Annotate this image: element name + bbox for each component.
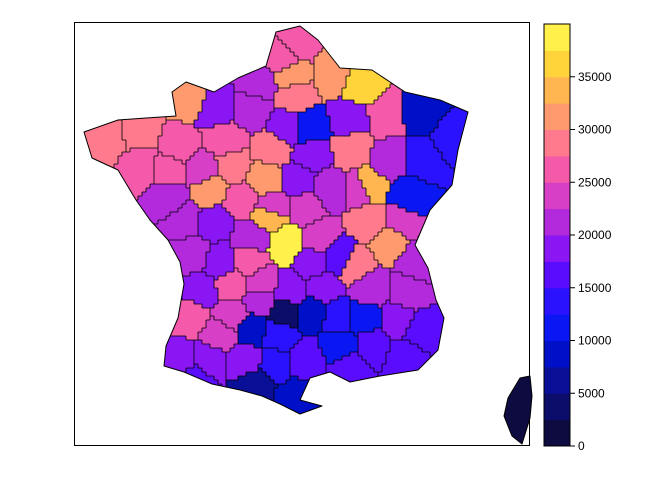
region-eure xyxy=(234,92,274,136)
region-somme xyxy=(274,60,314,88)
region-yonne xyxy=(282,160,318,196)
region-vosges xyxy=(370,136,406,184)
legend-bin-6 xyxy=(544,261,570,289)
region-allier xyxy=(302,216,346,252)
region-ain xyxy=(366,228,410,268)
region-haute-garonne xyxy=(226,344,262,380)
mainland-outline xyxy=(83,25,469,415)
region-saone-et-loire xyxy=(342,204,386,244)
region-ardeche xyxy=(322,296,350,332)
legend-bin-13 xyxy=(544,76,570,104)
region-correze xyxy=(246,264,278,292)
legend-bin-9 xyxy=(544,182,570,210)
legend-bin-2 xyxy=(544,366,570,394)
legend-bin-12 xyxy=(544,103,570,130)
region-tarn xyxy=(238,312,266,348)
region-deux-sevres xyxy=(198,204,234,244)
region-herault xyxy=(290,336,326,384)
region-creuse xyxy=(266,224,302,268)
region-marne xyxy=(326,96,370,136)
legend-bin-15 xyxy=(544,24,570,51)
region-ardennes xyxy=(342,26,422,104)
region-savoie xyxy=(390,272,462,312)
legend-bin-14 xyxy=(544,50,570,78)
region-gers xyxy=(194,340,226,388)
region-rhone xyxy=(338,244,378,288)
region-cher xyxy=(254,192,290,216)
region-meurthe-et-moselle xyxy=(330,132,374,172)
region-orne xyxy=(158,120,202,164)
region-vienne xyxy=(250,208,290,232)
region-seine-et-marne xyxy=(250,128,294,168)
region-indre-et-loire xyxy=(222,180,258,220)
legend-bin-1 xyxy=(544,393,570,421)
legend-bin-10 xyxy=(544,155,570,183)
legend-bin-8 xyxy=(544,208,570,236)
legend-tick-label: 15000 xyxy=(578,281,612,295)
legend-tick-label: 35000 xyxy=(578,70,612,84)
region-puy-de-dome xyxy=(290,248,326,280)
legend-bin-7 xyxy=(544,235,570,262)
region-meuse xyxy=(366,80,406,140)
region-cantal xyxy=(274,268,306,304)
region-haute-saone xyxy=(346,168,370,212)
region-manche xyxy=(98,26,218,124)
legend-bin-0 xyxy=(544,419,570,447)
legend-tick-label: 30000 xyxy=(578,123,612,137)
region-moselle xyxy=(398,26,482,136)
region-paris xyxy=(298,104,334,144)
corsica-outline xyxy=(503,375,533,445)
legend-tick-label: 0 xyxy=(578,439,585,452)
region-val-d-oise xyxy=(266,108,298,148)
legend-bin-3 xyxy=(544,340,570,368)
legend-tick-label: 5000 xyxy=(578,386,605,400)
region-haute-vienne xyxy=(234,248,274,276)
region-nievre xyxy=(290,192,330,228)
region-loiret xyxy=(246,160,282,196)
region-corse xyxy=(498,372,532,444)
region-isere xyxy=(346,264,390,308)
legend-bin-4 xyxy=(544,314,570,341)
legend-tick-label: 20000 xyxy=(578,228,612,242)
legend-tick-label: 10000 xyxy=(578,334,612,348)
region-drome xyxy=(350,300,382,336)
region-tarn-et-garonne xyxy=(198,316,238,352)
legend-bin-5 xyxy=(544,287,570,315)
region-eure-et-loir xyxy=(198,120,250,156)
region-lozere xyxy=(298,296,326,336)
region-haute-loire xyxy=(306,272,346,304)
legend-tick-label: 25000 xyxy=(578,175,612,189)
region-lot xyxy=(242,292,274,316)
region-sarthe xyxy=(214,148,254,184)
color-legend: 0 5000 10000 15000 20000 25000 30000 35000 xyxy=(543,23,612,452)
legend-bin-11 xyxy=(544,129,570,157)
